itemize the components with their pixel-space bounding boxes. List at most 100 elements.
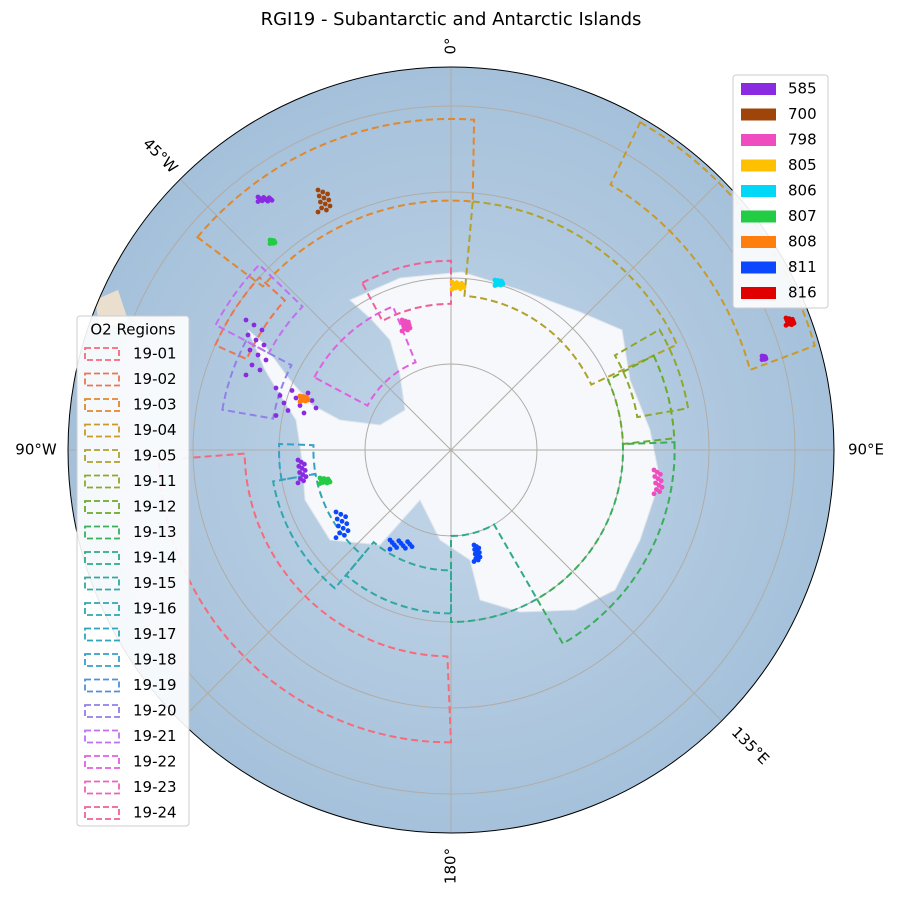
legend-label: 585	[788, 80, 817, 98]
glacier-point	[259, 198, 265, 204]
legend-swatch	[84, 398, 120, 412]
glacier-point	[343, 514, 348, 520]
glacier-point	[305, 390, 311, 396]
legend-swatch	[84, 372, 120, 387]
glacier-point	[658, 478, 664, 484]
glacier-point	[253, 337, 259, 343]
glacier-point	[344, 521, 350, 527]
legend-swatch	[84, 576, 120, 591]
glacier-point	[471, 559, 477, 564]
legend-label: 19-12	[133, 498, 177, 516]
legend-label: 19-03	[133, 396, 177, 414]
glacier-point	[387, 546, 393, 552]
glacier-point	[409, 544, 415, 550]
legend-swatch	[84, 627, 120, 642]
legend-swatch	[741, 261, 776, 274]
glacier-point	[265, 198, 271, 204]
glacier-point	[334, 516, 340, 522]
glacier-point	[245, 332, 251, 338]
legend-label: 806	[788, 182, 817, 200]
glacier-point	[301, 410, 307, 416]
legend-label: 19-05	[133, 447, 177, 465]
glacier-point	[333, 535, 339, 541]
legend-swatch	[84, 551, 120, 565]
glacier-point	[243, 317, 249, 323]
glacier-point	[317, 481, 323, 486]
antarctica	[247, 271, 661, 613]
glacier-point	[255, 352, 261, 358]
lon-label: 0°	[442, 37, 460, 54]
legend-label: 19-22	[133, 753, 177, 771]
glacier-point	[324, 480, 330, 486]
region-outline	[312, 305, 417, 407]
glacier-point	[302, 461, 307, 467]
glacier-point	[281, 400, 287, 406]
glacier-point	[255, 199, 261, 205]
legend-label: 816	[788, 284, 817, 302]
glacier-point	[338, 511, 344, 517]
glacier-point	[251, 322, 257, 328]
legend-swatch	[84, 806, 120, 820]
region-outline	[221, 339, 293, 420]
glacier-point	[263, 357, 269, 363]
glacier-point	[326, 197, 332, 203]
glacier-point	[322, 201, 328, 207]
glacier-point	[271, 240, 276, 246]
glacier-point	[340, 525, 346, 531]
lon-label: 45°W	[139, 135, 181, 177]
glacier-point	[269, 197, 275, 203]
legend-swatch	[741, 83, 776, 95]
glacier-point	[337, 530, 342, 536]
glacier-point	[336, 523, 341, 529]
glacier-point	[458, 286, 463, 292]
legend-swatch	[84, 347, 120, 361]
glacier-point	[399, 328, 405, 334]
legend-swatch	[741, 287, 776, 299]
legend-label: 805	[788, 156, 817, 174]
glacier-point	[302, 468, 308, 473]
legend-swatch	[84, 423, 120, 438]
legend-swatch	[84, 449, 120, 463]
glacier-point	[313, 405, 319, 411]
legend-swatch	[741, 134, 776, 146]
glacier-point	[657, 489, 662, 495]
glacier-point	[289, 388, 295, 393]
region-outline	[535, 441, 676, 645]
glacier-point	[297, 399, 303, 404]
legend-label: 19-04	[133, 421, 177, 439]
legend-label: 19-14	[133, 549, 177, 567]
legend-label: 19-17	[133, 625, 177, 643]
glacier-legend: 585 700 798 805 806 807 808 811 816	[732, 74, 829, 309]
glacier-point	[324, 207, 329, 213]
lon-label: 135°E	[728, 723, 773, 768]
glacier-point	[405, 327, 410, 333]
legend-swatch	[84, 602, 120, 616]
legend-label: 19-11	[133, 472, 177, 490]
glacier-point	[453, 285, 458, 291]
region-outlines	[157, 117, 816, 744]
glacier-point	[394, 545, 399, 550]
glacier-point	[303, 474, 309, 480]
legend-label: 807	[788, 207, 817, 225]
map-area	[68, 67, 834, 833]
legend-swatch	[84, 525, 120, 540]
legend-swatch	[84, 500, 120, 514]
region-outline	[450, 523, 539, 624]
glacier-point	[498, 282, 503, 288]
glacier-point	[315, 187, 321, 193]
legend-label: 19-16	[133, 600, 177, 618]
glacier-point	[345, 528, 351, 534]
legend-swatch	[84, 729, 120, 744]
glacier-point	[293, 395, 299, 401]
glacier-point	[320, 189, 326, 195]
region-outline	[213, 275, 287, 361]
glacier-point	[342, 532, 347, 538]
legend-label: 19-01	[133, 345, 177, 363]
glacier-point	[403, 545, 408, 551]
glacier-point	[327, 203, 333, 209]
region-outline	[195, 117, 476, 288]
legend-label: 19-24	[133, 804, 177, 822]
glacier-point	[492, 283, 498, 288]
glacier-point	[257, 367, 263, 373]
